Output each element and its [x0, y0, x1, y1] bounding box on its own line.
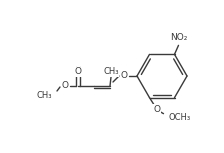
Text: O: O	[121, 71, 127, 80]
Text: CH₃: CH₃	[103, 67, 119, 76]
Text: NO₂: NO₂	[170, 33, 187, 42]
Text: OCH₃: OCH₃	[168, 113, 191, 122]
Text: CH₃: CH₃	[37, 91, 52, 99]
Text: O: O	[153, 105, 160, 114]
Text: O: O	[62, 82, 69, 91]
Text: O: O	[75, 67, 82, 76]
